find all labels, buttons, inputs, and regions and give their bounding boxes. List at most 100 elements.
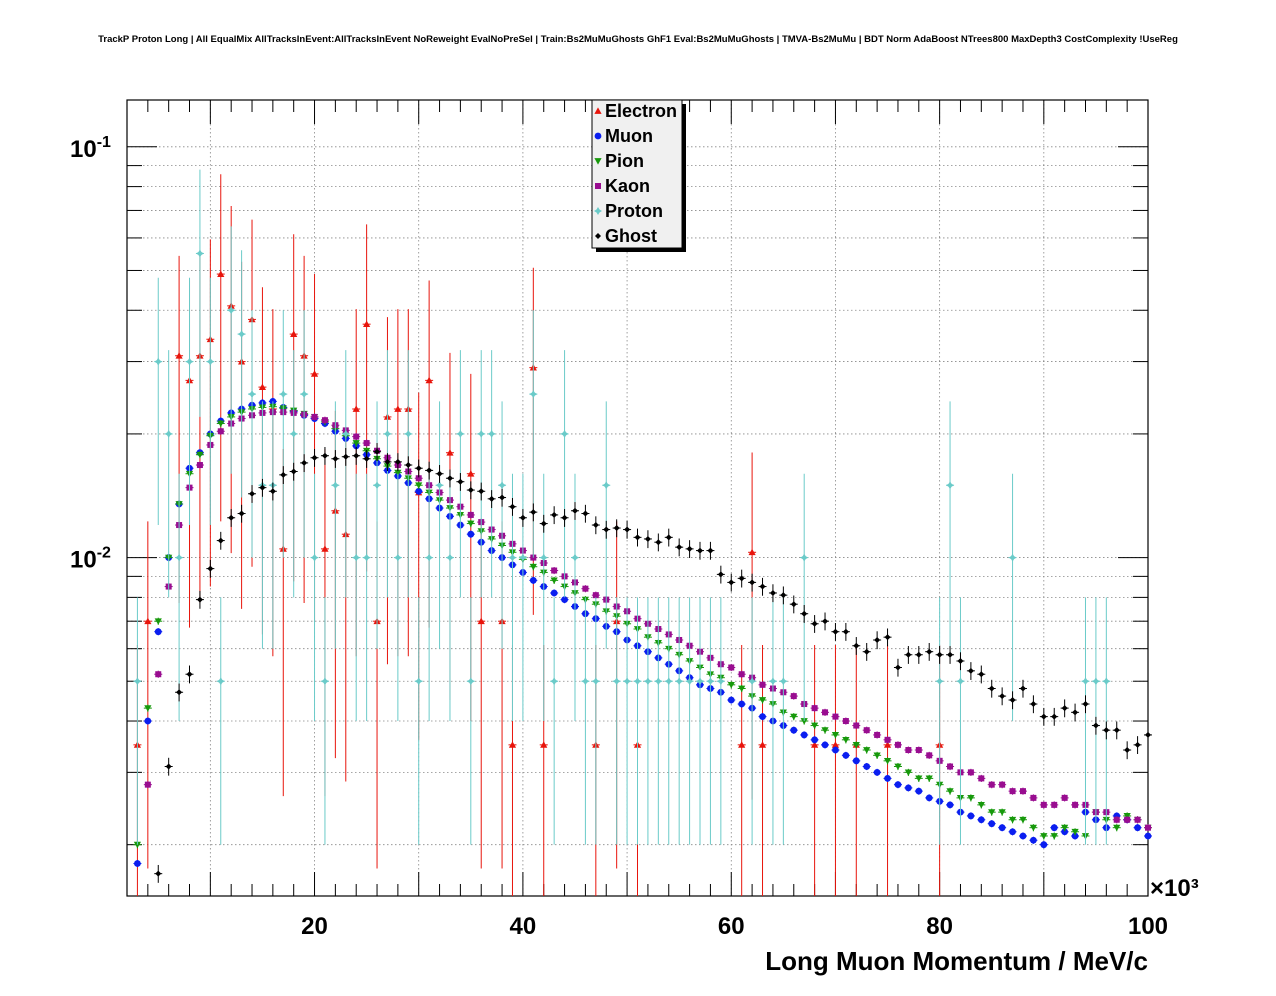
marker-pion <box>196 451 204 459</box>
marker-ghost <box>1051 713 1058 720</box>
marker-proton <box>591 677 600 686</box>
marker-muon <box>821 741 829 749</box>
marker-ghost <box>707 547 714 554</box>
marker-kaon <box>311 413 318 420</box>
marker-ghost <box>894 664 901 671</box>
marker-ghost <box>749 579 756 586</box>
marker-kaon <box>1040 801 1047 808</box>
marker-muon <box>863 763 871 770</box>
marker-kaon <box>467 511 474 518</box>
marker-proton <box>508 553 517 562</box>
marker-ghost <box>644 535 651 542</box>
marker-kaon <box>832 713 839 720</box>
marker-ghost <box>655 539 662 546</box>
marker-ghost <box>697 547 704 554</box>
marker-ghost <box>405 462 412 469</box>
marker-proton <box>154 357 163 366</box>
marker-electron <box>363 320 371 328</box>
marker-muon <box>852 757 860 765</box>
marker-ghost <box>488 495 495 502</box>
marker-ghost <box>853 642 860 649</box>
marker-ghost <box>863 648 870 655</box>
marker-ghost <box>165 763 172 770</box>
marker-kaon <box>595 183 601 189</box>
marker-proton <box>685 677 694 686</box>
marker-muon <box>550 589 558 597</box>
marker-kaon <box>728 664 735 671</box>
marker-proton <box>633 677 642 686</box>
marker-ghost <box>394 458 401 465</box>
marker-muon <box>1144 832 1152 840</box>
marker-proton <box>1081 677 1090 686</box>
marker-pion <box>1029 824 1037 832</box>
marker-muon <box>1019 832 1027 840</box>
marker-ghost <box>957 658 964 665</box>
marker-ghost <box>426 467 433 474</box>
marker-ghost <box>415 465 422 472</box>
marker-pion <box>1008 816 1017 824</box>
marker-ghost <box>999 693 1006 700</box>
marker-muon <box>415 487 423 495</box>
marker-ghost <box>269 488 276 495</box>
marker-muon <box>154 628 162 636</box>
marker-ghost <box>217 537 224 544</box>
x-tick-label: 60 <box>718 913 745 940</box>
marker-ghost <box>280 471 287 478</box>
x-axis-label: Long Muon Momentum / MeV/c <box>765 946 1148 976</box>
x-multiplier: ×10³ <box>1150 875 1199 902</box>
marker-ghost <box>822 618 829 625</box>
marker-proton <box>956 677 965 686</box>
marker-proton <box>456 429 465 438</box>
marker-muon <box>946 801 954 809</box>
marker-ghost <box>769 589 776 596</box>
marker-electron <box>738 741 746 748</box>
marker-ghost <box>249 490 256 497</box>
marker-electron <box>217 270 225 277</box>
marker-proton <box>445 553 454 562</box>
marker-muon <box>1040 841 1048 849</box>
marker-kaon <box>551 567 558 574</box>
axes: 20 40 60 80 100 10-2 10-1 <box>70 100 1168 940</box>
marker-pion <box>550 577 558 584</box>
marker-ghost <box>801 610 808 617</box>
marker-electron <box>258 383 267 390</box>
marker-kaon <box>915 747 922 754</box>
marker-ghost <box>446 475 453 482</box>
legend-label: Muon <box>605 126 653 146</box>
x-tick-label: 100 <box>1128 913 1168 940</box>
marker-electron <box>352 405 360 412</box>
marker-proton <box>289 429 298 438</box>
marker-kaon <box>999 781 1006 788</box>
marker-proton <box>393 553 402 562</box>
marker-pion <box>1113 824 1121 832</box>
marker-ghost <box>290 468 297 475</box>
marker-proton <box>227 306 236 315</box>
marker-electron <box>748 548 756 556</box>
marker-proton <box>643 677 652 686</box>
marker-kaon <box>967 769 974 776</box>
marker-ghost <box>884 634 891 641</box>
marker-kaon <box>822 709 829 716</box>
marker-electron <box>394 405 402 412</box>
marker-proton <box>248 390 257 399</box>
marker-ghost <box>665 534 672 541</box>
marker-muon <box>967 812 975 820</box>
marker-kaon <box>592 592 599 599</box>
marker-ghost <box>207 565 214 572</box>
legend-label: Ghost <box>605 226 657 246</box>
marker-ghost <box>624 526 631 533</box>
marker-proton <box>675 677 684 686</box>
chart-title: TrackP Proton Long | All EqualMix AllTra… <box>98 34 1178 45</box>
marker-electron <box>831 741 840 748</box>
legend: Electron Muon Pion Kaon Proton Ghost <box>591 99 686 252</box>
marker-pion <box>894 763 902 771</box>
marker-kaon <box>894 741 901 748</box>
marker-ghost <box>759 583 766 590</box>
legend-label: Electron <box>605 101 677 121</box>
marker-kaon <box>1113 816 1120 823</box>
marker-proton <box>696 677 705 686</box>
marker-electron <box>290 330 298 337</box>
marker-proton <box>435 481 444 490</box>
marker-ghost <box>832 628 839 635</box>
